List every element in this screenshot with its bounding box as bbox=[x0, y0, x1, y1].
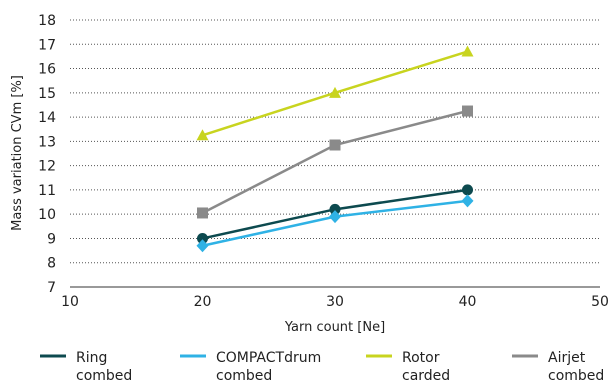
legend-label: Ring bbox=[76, 350, 107, 366]
series-line bbox=[201, 109, 468, 215]
series-group bbox=[196, 45, 474, 253]
legend: Ring combed COMPACTdrum combed Rotor carded Ai… bbox=[40, 350, 604, 384]
y-axis-ticks: 7 8 9 10 11 12 13 14 15 16 17 18 bbox=[38, 13, 56, 296]
data-point-triangle bbox=[196, 129, 209, 141]
data-point-diamond bbox=[461, 194, 474, 208]
y-tick-label: 15 bbox=[38, 86, 56, 102]
x-axis-title: Yarn count [Ne] bbox=[284, 320, 385, 335]
y-axis-title: Mass variation CVm [%] bbox=[10, 75, 25, 231]
data-point-circle bbox=[197, 232, 208, 244]
series-compactdrum bbox=[196, 194, 474, 253]
data-point-diamond bbox=[196, 239, 209, 253]
data-point-square bbox=[329, 139, 341, 151]
x-tick-label: 20 bbox=[194, 294, 212, 310]
data-point-square bbox=[462, 105, 473, 117]
legend-label: combed bbox=[548, 368, 604, 384]
legend-label: COMPACTdrum bbox=[216, 350, 321, 366]
legend-item: COMPACTdrum combed bbox=[180, 350, 321, 384]
y-tick-label: 17 bbox=[38, 37, 56, 53]
legend-label: Airjet bbox=[548, 350, 586, 366]
y-tick-label: 11 bbox=[38, 183, 56, 199]
data-point-triangle bbox=[329, 86, 341, 98]
series-airjet bbox=[197, 105, 473, 219]
x-tick-label: 10 bbox=[61, 294, 79, 310]
y-tick-label: 10 bbox=[38, 207, 56, 223]
legend-item: Ring combed bbox=[40, 350, 132, 384]
legend-label: Rotor bbox=[402, 350, 440, 366]
legend-label: carded bbox=[402, 368, 450, 384]
x-axis-ticks: 10 20 30 40 50 bbox=[61, 294, 609, 310]
series-ring bbox=[197, 184, 473, 244]
data-point-triangle bbox=[461, 45, 474, 57]
legend-label: combed bbox=[76, 368, 132, 384]
legend-item: Airjet combed bbox=[512, 350, 604, 384]
legend-item: Rotor carded bbox=[366, 350, 450, 384]
legend-label: combed bbox=[216, 368, 272, 384]
data-point-square bbox=[197, 207, 208, 219]
data-point-circle bbox=[329, 203, 341, 215]
y-tick-label: 7 bbox=[47, 280, 56, 296]
x-tick-label: 30 bbox=[326, 294, 344, 310]
x-tick-label: 40 bbox=[459, 294, 477, 310]
y-tick-label: 9 bbox=[47, 231, 56, 247]
grid bbox=[70, 19, 600, 264]
x-tick-label: 50 bbox=[591, 294, 609, 310]
y-tick-label: 13 bbox=[38, 134, 56, 150]
data-point-diamond bbox=[329, 210, 341, 224]
y-tick-label: 18 bbox=[38, 13, 56, 29]
y-tick-label: 8 bbox=[47, 256, 56, 272]
y-tick-label: 12 bbox=[38, 159, 56, 175]
y-tick-label: 14 bbox=[38, 110, 56, 126]
data-point-circle bbox=[462, 184, 473, 196]
y-tick-label: 16 bbox=[38, 62, 56, 78]
series-rotor bbox=[196, 45, 474, 141]
